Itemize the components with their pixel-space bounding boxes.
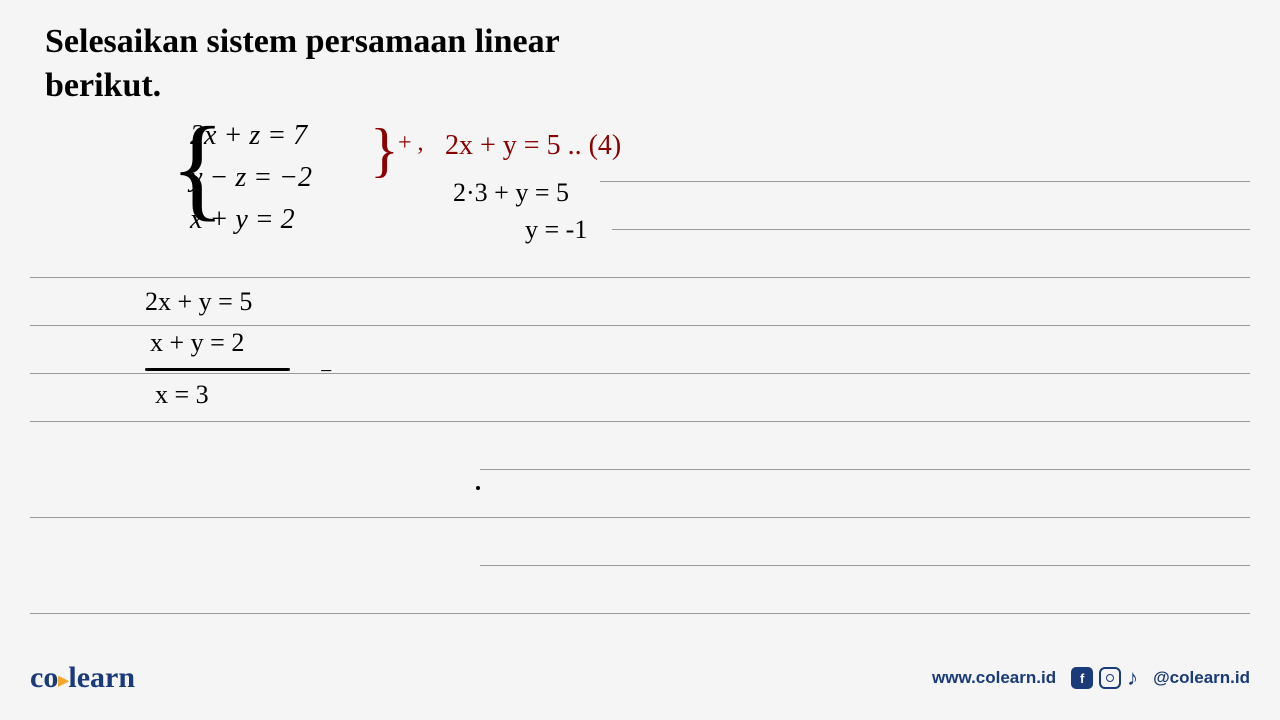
ruled-line [30,373,1250,374]
red-combined-equation: 2x + y = 5 .. (4) [445,130,621,162]
equation-system: { 2x + z = 7 y − z = −2 x + y = 2 [180,115,312,241]
ruled-line [30,421,1250,422]
facebook-icon: f [1071,667,1093,689]
tiktok-icon: ♪ [1127,665,1138,691]
system-bracket: { [170,110,225,225]
stray-dot [476,486,480,490]
ruled-line [480,469,1250,470]
ruled-line [612,229,1250,230]
substitution-result: y = -1 [525,215,587,245]
substitution-step-1: 2·3 + y = 5 [453,178,569,208]
ruled-line [30,277,1250,278]
brand-logo: co▸learn [30,661,135,695]
logo-co: co [30,661,58,694]
ruled-line [30,517,1250,518]
work-result: x = 3 [155,380,209,410]
social-icons: f ♪ [1071,665,1138,691]
logo-learn: learn [68,661,135,694]
ruled-line [30,325,1250,326]
footer-handle: @colearn.id [1153,668,1250,688]
subtraction-line [145,368,290,371]
red-brace: } [370,120,399,180]
work-equation-2: x + y = 2 [150,328,244,358]
instagram-icon [1099,667,1121,689]
ruled-line [30,613,1250,614]
logo-dot: ▸ [58,670,68,692]
red-operation: + , [398,130,424,157]
footer-url: www.colearn.id [932,668,1056,688]
footer-right: www.colearn.id f ♪ @colearn.id [932,665,1250,691]
footer: co▸learn www.colearn.id f ♪ @colearn.id [0,661,1280,695]
page-container: Selesaikan sistem persamaan linear berik… [0,0,1280,720]
subtraction-sign: − [320,358,332,384]
ruled-line [480,565,1250,566]
ruled-line [600,181,1250,182]
problem-title: Selesaikan sistem persamaan linear berik… [45,20,605,108]
work-equation-1: 2x + y = 5 [145,287,252,317]
